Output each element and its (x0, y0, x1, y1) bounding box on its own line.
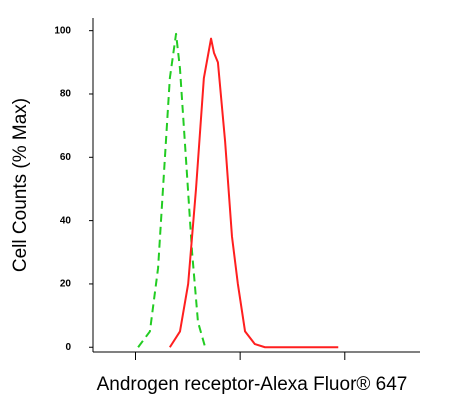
histogram-line (137, 32, 207, 348)
y-tick-label: 80 (60, 89, 72, 100)
y-axis-label: Cell Counts (% Max) (10, 98, 31, 272)
histogram-line (169, 37, 339, 349)
x-axis-label: Androgen receptor-Alexa Fluor® 647 (97, 374, 408, 395)
y-tick-label: 20 (60, 279, 72, 290)
y-tick-label: 100 (54, 25, 71, 36)
y-tick-label: 40 (60, 215, 72, 226)
y-tick-label: 60 (60, 152, 72, 163)
y-tick-label: 0 (65, 342, 71, 353)
